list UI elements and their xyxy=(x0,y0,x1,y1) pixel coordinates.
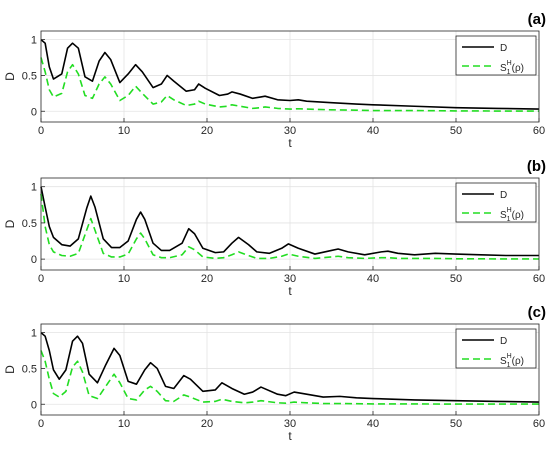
series-line-D xyxy=(40,38,540,110)
legend-label-D: D xyxy=(500,43,507,54)
x-tick-label: 50 xyxy=(450,273,462,285)
panel-label: (a) xyxy=(528,11,546,28)
x-tick-label: 20 xyxy=(201,125,213,137)
y-axis-label: D xyxy=(3,72,17,81)
y-tick-label: 0.5 xyxy=(22,363,37,375)
x-axis-label: t xyxy=(288,429,292,443)
series-line-D xyxy=(40,186,539,257)
x-tick-label: 30 xyxy=(284,273,296,285)
panel-label: (c) xyxy=(528,304,546,321)
series-line-D xyxy=(40,331,540,403)
x-tick-label: 40 xyxy=(367,125,379,137)
x-tick-label: 20 xyxy=(201,418,213,430)
chart-panel-3: 0 10 20 30 40 50 60 0 0.5 1 t D (c) D S1H(ρ) xyxy=(3,304,546,443)
x-tick-label: 0 xyxy=(38,273,44,285)
x-tick-label: 20 xyxy=(201,273,213,285)
x-tick-label: 50 xyxy=(450,125,462,137)
legend-box xyxy=(455,328,537,369)
legend: D S1H(ρ) xyxy=(455,182,537,223)
series-line-S1H xyxy=(40,57,540,112)
x-tick-label: 0 xyxy=(38,125,44,137)
legend-box xyxy=(455,35,537,76)
x-tick-label: 30 xyxy=(284,418,296,430)
y-tick-label: 0.5 xyxy=(22,218,37,230)
legend-label-D: D xyxy=(500,336,507,347)
series-line-S1H xyxy=(40,350,539,405)
x-tick-label: 30 xyxy=(284,125,296,137)
x-tick-label: 10 xyxy=(118,125,130,137)
legend: D S1H(ρ) xyxy=(455,328,537,369)
legend-label-D: D xyxy=(500,190,507,201)
legend-box xyxy=(455,182,537,223)
legend-label-S1H: S1H(ρ) xyxy=(500,353,524,369)
x-tick-label: 10 xyxy=(118,418,130,430)
y-axis-label: D xyxy=(3,219,17,228)
legend-label-S1H: S1H(ρ) xyxy=(500,60,524,76)
x-axis-label: t xyxy=(288,136,292,150)
x-tick-label: 40 xyxy=(367,418,379,430)
y-tick-label: 0 xyxy=(31,106,37,118)
x-axis-label: t xyxy=(288,284,292,298)
legend: D S1H(ρ) xyxy=(455,35,537,76)
y-axis-label: D xyxy=(3,365,17,374)
x-tick-label: 40 xyxy=(367,273,379,285)
y-tick-label: 0 xyxy=(31,399,37,411)
x-tick-label: 10 xyxy=(118,273,130,285)
chart-panel-2: 0 10 20 30 40 50 60 0 0.5 1 t D (b) D S1H(ρ) xyxy=(3,158,546,298)
x-tick-label: 60 xyxy=(533,418,545,430)
panel-label: (b) xyxy=(527,158,546,175)
y-tick-label: 1 xyxy=(31,328,37,340)
x-tick-label: 60 xyxy=(533,125,545,137)
chart-panel-1: 0 10 20 30 40 50 60 0 0.5 1 t D (a) D S1H(ρ) xyxy=(3,11,546,150)
series-line-S1H xyxy=(40,193,540,260)
x-tick-label: 50 xyxy=(450,418,462,430)
y-tick-label: 1 xyxy=(31,182,37,194)
y-tick-label: 0.5 xyxy=(22,70,37,82)
y-tick-label: 0 xyxy=(31,254,37,266)
legend-label-S1H: S1H(ρ) xyxy=(500,207,524,223)
x-tick-label: 60 xyxy=(533,273,545,285)
x-tick-label: 0 xyxy=(38,418,44,430)
y-tick-label: 1 xyxy=(31,35,37,47)
